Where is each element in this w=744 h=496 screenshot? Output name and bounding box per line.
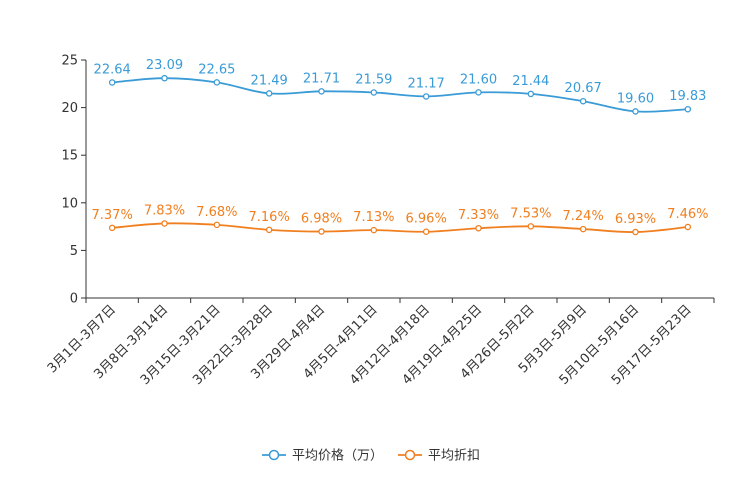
data-label: 7.13% xyxy=(353,210,394,225)
data-point xyxy=(265,90,273,97)
data-point xyxy=(475,224,482,232)
data-label: 6.93% xyxy=(615,212,656,227)
data-label: 21.59 xyxy=(355,72,392,87)
data-point xyxy=(318,88,325,95)
data-label: 21.49 xyxy=(251,73,288,88)
data-point xyxy=(108,224,116,232)
legend-label: 平均折扣 xyxy=(428,449,480,464)
data-label: 20.67 xyxy=(565,81,602,96)
series-line xyxy=(112,77,688,113)
data-label: 7.24% xyxy=(563,209,604,224)
data-point xyxy=(684,223,692,231)
data-label: 6.98% xyxy=(301,212,342,227)
y-tick-label: 25 xyxy=(61,54,78,69)
data-point xyxy=(422,93,430,100)
data-label: 7.16% xyxy=(249,210,290,225)
data-label: 7.37% xyxy=(92,208,133,223)
y-tick-label: 10 xyxy=(61,196,78,211)
data-point xyxy=(579,225,587,233)
legend: 平均价格（万） 平均折扣 xyxy=(262,448,480,464)
data-label: 7.46% xyxy=(667,207,708,222)
data-point xyxy=(213,79,221,86)
series-avg-price: 22.64 23.09 22.65 21.49 21.71 21.59 21.17 21.60… xyxy=(94,58,706,115)
data-point xyxy=(579,97,587,105)
data-point xyxy=(213,221,221,229)
data-label: 7.33% xyxy=(458,208,499,223)
data-point xyxy=(475,89,482,96)
y-tick-label: 15 xyxy=(61,149,78,164)
data-label: 22.64 xyxy=(94,62,131,77)
data-label: 23.09 xyxy=(146,58,183,73)
data-point xyxy=(370,226,378,234)
data-point xyxy=(161,74,168,82)
data-label: 7.83% xyxy=(144,203,185,218)
data-point xyxy=(632,228,639,236)
series-line xyxy=(112,222,688,233)
y-tick-label: 5 xyxy=(70,244,78,259)
data-point xyxy=(527,90,535,98)
legend-marker-icon xyxy=(268,449,280,461)
series-layer: 22.64 23.09 22.65 21.49 21.71 21.59 21.17 21.60… xyxy=(92,58,708,236)
data-point xyxy=(632,108,639,115)
data-point xyxy=(108,79,116,86)
data-label: 21.17 xyxy=(408,76,445,91)
data-label: 19.83 xyxy=(669,89,706,104)
data-label: 6.96% xyxy=(406,212,447,227)
legend-label: 平均价格（万） xyxy=(292,448,383,464)
data-point xyxy=(318,228,325,235)
data-point xyxy=(527,223,535,230)
data-label: 21.60 xyxy=(460,72,497,87)
series-avg-discount: 7.37% 7.83% 7.68% 7.16% 6.98% 7.13% 6.96% 7.33%… xyxy=(92,203,708,236)
data-point xyxy=(370,89,378,96)
data-label: 7.53% xyxy=(510,206,551,221)
data-label: 21.44 xyxy=(512,74,549,89)
data-point xyxy=(161,220,168,227)
data-point xyxy=(422,228,430,235)
data-point xyxy=(265,226,273,234)
data-point xyxy=(684,105,692,113)
data-label: 22.65 xyxy=(198,62,235,77)
data-label: 7.68% xyxy=(196,205,237,220)
legend-item-avg-price: 平均价格（万） xyxy=(262,448,383,464)
y-tick-label: 0 xyxy=(70,292,78,307)
legend-item-avg-discount: 平均折扣 xyxy=(398,449,480,464)
data-label: 19.60 xyxy=(617,91,654,106)
legend-marker-icon xyxy=(404,449,416,461)
data-label: 21.71 xyxy=(303,71,340,86)
y-tick-label: 20 xyxy=(61,101,78,116)
